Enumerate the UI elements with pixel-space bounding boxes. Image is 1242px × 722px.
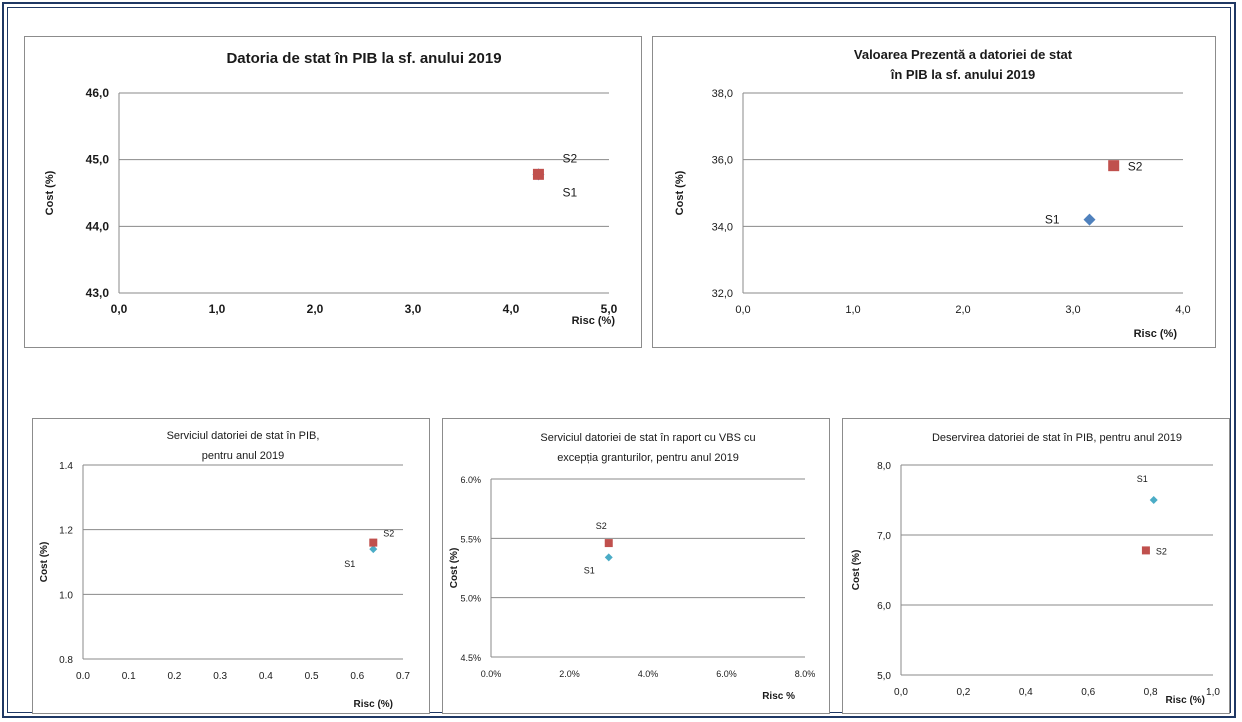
x-tick-label: 1,0 bbox=[845, 304, 860, 316]
y-tick-label: 5,0 bbox=[877, 671, 891, 682]
y-tick-label: 7,0 bbox=[877, 531, 891, 542]
data-point-s2 bbox=[604, 539, 613, 548]
data-label-s2: S2 bbox=[596, 521, 607, 531]
chart-debt-servicing-gdp: Deservirea datoriei de stat în PIB, pent… bbox=[851, 432, 1220, 706]
data-label-s2: S2 bbox=[1128, 160, 1143, 174]
y-tick-label: 43,0 bbox=[86, 286, 110, 300]
data-label-s1: S1 bbox=[344, 559, 355, 569]
data-point-s1 bbox=[1149, 496, 1158, 504]
data-point-s2 bbox=[369, 538, 378, 547]
y-axis-label: Cost (%) bbox=[674, 170, 686, 215]
y-tick-label: 4.5% bbox=[460, 653, 481, 663]
x-tick-label: 2.0% bbox=[559, 669, 580, 679]
x-tick-label: 0.0 bbox=[76, 671, 90, 682]
x-tick-label: 0,6 bbox=[1081, 687, 1095, 698]
y-tick-label: 46,0 bbox=[86, 86, 110, 100]
x-tick-label: 5,0 bbox=[601, 302, 618, 316]
chart-panel-present-value: Valoarea Prezentă a datoriei de stat în P… bbox=[652, 36, 1216, 348]
x-axis-label: Risc (%) bbox=[1166, 695, 1205, 706]
x-tick-label: 0.2 bbox=[167, 671, 181, 682]
y-tick-label: 45,0 bbox=[86, 153, 110, 167]
chart-panel-debt-gdp: Datoria de stat în PIB la sf. anului 201… bbox=[24, 36, 642, 348]
x-axis-label: Risc (%) bbox=[1134, 328, 1178, 340]
x-tick-label: 0,0 bbox=[111, 302, 128, 316]
x-axis-label: Risc % bbox=[762, 691, 795, 702]
y-tick-label: 1.4 bbox=[59, 461, 73, 472]
data-label-s2: S2 bbox=[383, 529, 394, 539]
y-tick-label: 6.0% bbox=[460, 475, 481, 485]
x-tick-label: 6.0% bbox=[716, 669, 737, 679]
chart-present-value: Valoarea Prezentă a datoriei de stat în P… bbox=[674, 47, 1191, 340]
x-tick-label: 0.3 bbox=[213, 671, 227, 682]
y-tick-label: 1.2 bbox=[59, 526, 73, 537]
x-tick-label: 4.0% bbox=[638, 669, 659, 679]
y-tick-label: 6,0 bbox=[877, 601, 891, 612]
data-label-s1: S1 bbox=[562, 185, 577, 199]
x-tick-label: 1,0 bbox=[1206, 687, 1220, 698]
x-tick-label: 0.5 bbox=[305, 671, 319, 682]
y-tick-label: 32,0 bbox=[712, 288, 733, 300]
y-tick-label: 8,0 bbox=[877, 461, 891, 472]
x-tick-label: 0,0 bbox=[735, 304, 750, 316]
y-tick-label: 5.5% bbox=[460, 534, 481, 544]
y-axis-label: Cost (%) bbox=[44, 170, 56, 215]
x-tick-label: 4,0 bbox=[1175, 304, 1190, 316]
y-tick-label: 36,0 bbox=[712, 155, 733, 167]
x-tick-label: 0,0 bbox=[894, 687, 908, 698]
chart-debt-gdp: Datoria de stat în PIB la sf. anului 201… bbox=[44, 50, 618, 327]
x-tick-label: 8.0% bbox=[795, 669, 816, 679]
data-point-s1 bbox=[1083, 213, 1096, 226]
data-point-s2 bbox=[1108, 160, 1120, 172]
chart-debt-service-gdp: Serviciul datoriei de stat în PIB, pentru… bbox=[39, 430, 410, 710]
x-tick-label: 0.1 bbox=[122, 671, 136, 682]
x-tick-label: 0.6 bbox=[350, 671, 364, 682]
x-tick-label: 0.4 bbox=[259, 671, 273, 682]
chart-panel-debt-service-gdp: Serviciul datoriei de stat în PIB, pentru… bbox=[32, 418, 430, 714]
y-tick-label: 38,0 bbox=[712, 88, 733, 100]
y-tick-label: 44,0 bbox=[86, 219, 110, 233]
chart-title-line: Datoria de stat în PIB la sf. anului 201… bbox=[226, 50, 501, 67]
x-axis-label: Risc (%) bbox=[354, 699, 393, 710]
y-tick-label: 1.0 bbox=[59, 590, 73, 601]
x-tick-label: 3,0 bbox=[405, 302, 422, 316]
x-tick-label: 0.7 bbox=[396, 671, 410, 682]
y-tick-label: 5.0% bbox=[460, 594, 481, 604]
x-tick-label: 3,0 bbox=[1065, 304, 1080, 316]
y-axis-label: Cost (%) bbox=[851, 550, 862, 591]
chart-title-line: în PIB la sf. anului 2019 bbox=[890, 67, 1036, 82]
chart-panel-debt-service-revenue: Serviciul datoriei de stat în raport cu … bbox=[442, 418, 830, 714]
chart-title-line: Deservirea datoriei de stat în PIB, pent… bbox=[932, 432, 1182, 444]
x-tick-label: 4,0 bbox=[503, 302, 520, 316]
x-tick-label: 2,0 bbox=[955, 304, 970, 316]
chart-debt-service-revenue: Serviciul datoriei de stat în raport cu … bbox=[449, 432, 816, 702]
x-tick-label: 0,8 bbox=[1144, 687, 1158, 698]
data-label-s1: S1 bbox=[584, 565, 595, 575]
data-label-s1: S1 bbox=[1137, 474, 1148, 484]
y-tick-label: 34,0 bbox=[712, 221, 733, 233]
chart-title-line: excepția granturilor, pentru anul 2019 bbox=[557, 452, 739, 464]
data-label-s2: S2 bbox=[562, 151, 577, 165]
data-label-s1: S1 bbox=[1045, 213, 1060, 227]
chart-title-line: pentru anul 2019 bbox=[202, 450, 285, 462]
chart-title-line: Serviciul datoriei de stat în raport cu … bbox=[540, 432, 755, 444]
chart-panel-debt-servicing-gdp: Deservirea datoriei de stat în PIB, pent… bbox=[842, 418, 1230, 714]
data-point-s1 bbox=[369, 545, 378, 554]
x-tick-label: 0,4 bbox=[1019, 687, 1033, 698]
y-tick-label: 0.8 bbox=[59, 655, 73, 666]
data-point-s1 bbox=[604, 553, 613, 562]
x-tick-label: 2,0 bbox=[307, 302, 324, 316]
x-tick-label: 1,0 bbox=[209, 302, 226, 316]
chart-title-line: Serviciul datoriei de stat în PIB, bbox=[167, 430, 320, 442]
data-label-s2: S2 bbox=[1156, 546, 1167, 556]
x-tick-label: 0,2 bbox=[956, 687, 970, 698]
y-axis-label: Cost (%) bbox=[39, 542, 50, 583]
y-axis-label: Cost (%) bbox=[449, 548, 460, 589]
x-tick-label: 0.0% bbox=[481, 669, 502, 679]
data-point-s2 bbox=[1141, 546, 1150, 555]
chart-title-line: Valoarea Prezentă a datoriei de stat bbox=[854, 47, 1073, 62]
data-point-s2 bbox=[532, 168, 544, 180]
x-axis-label: Risc (%) bbox=[572, 315, 616, 327]
